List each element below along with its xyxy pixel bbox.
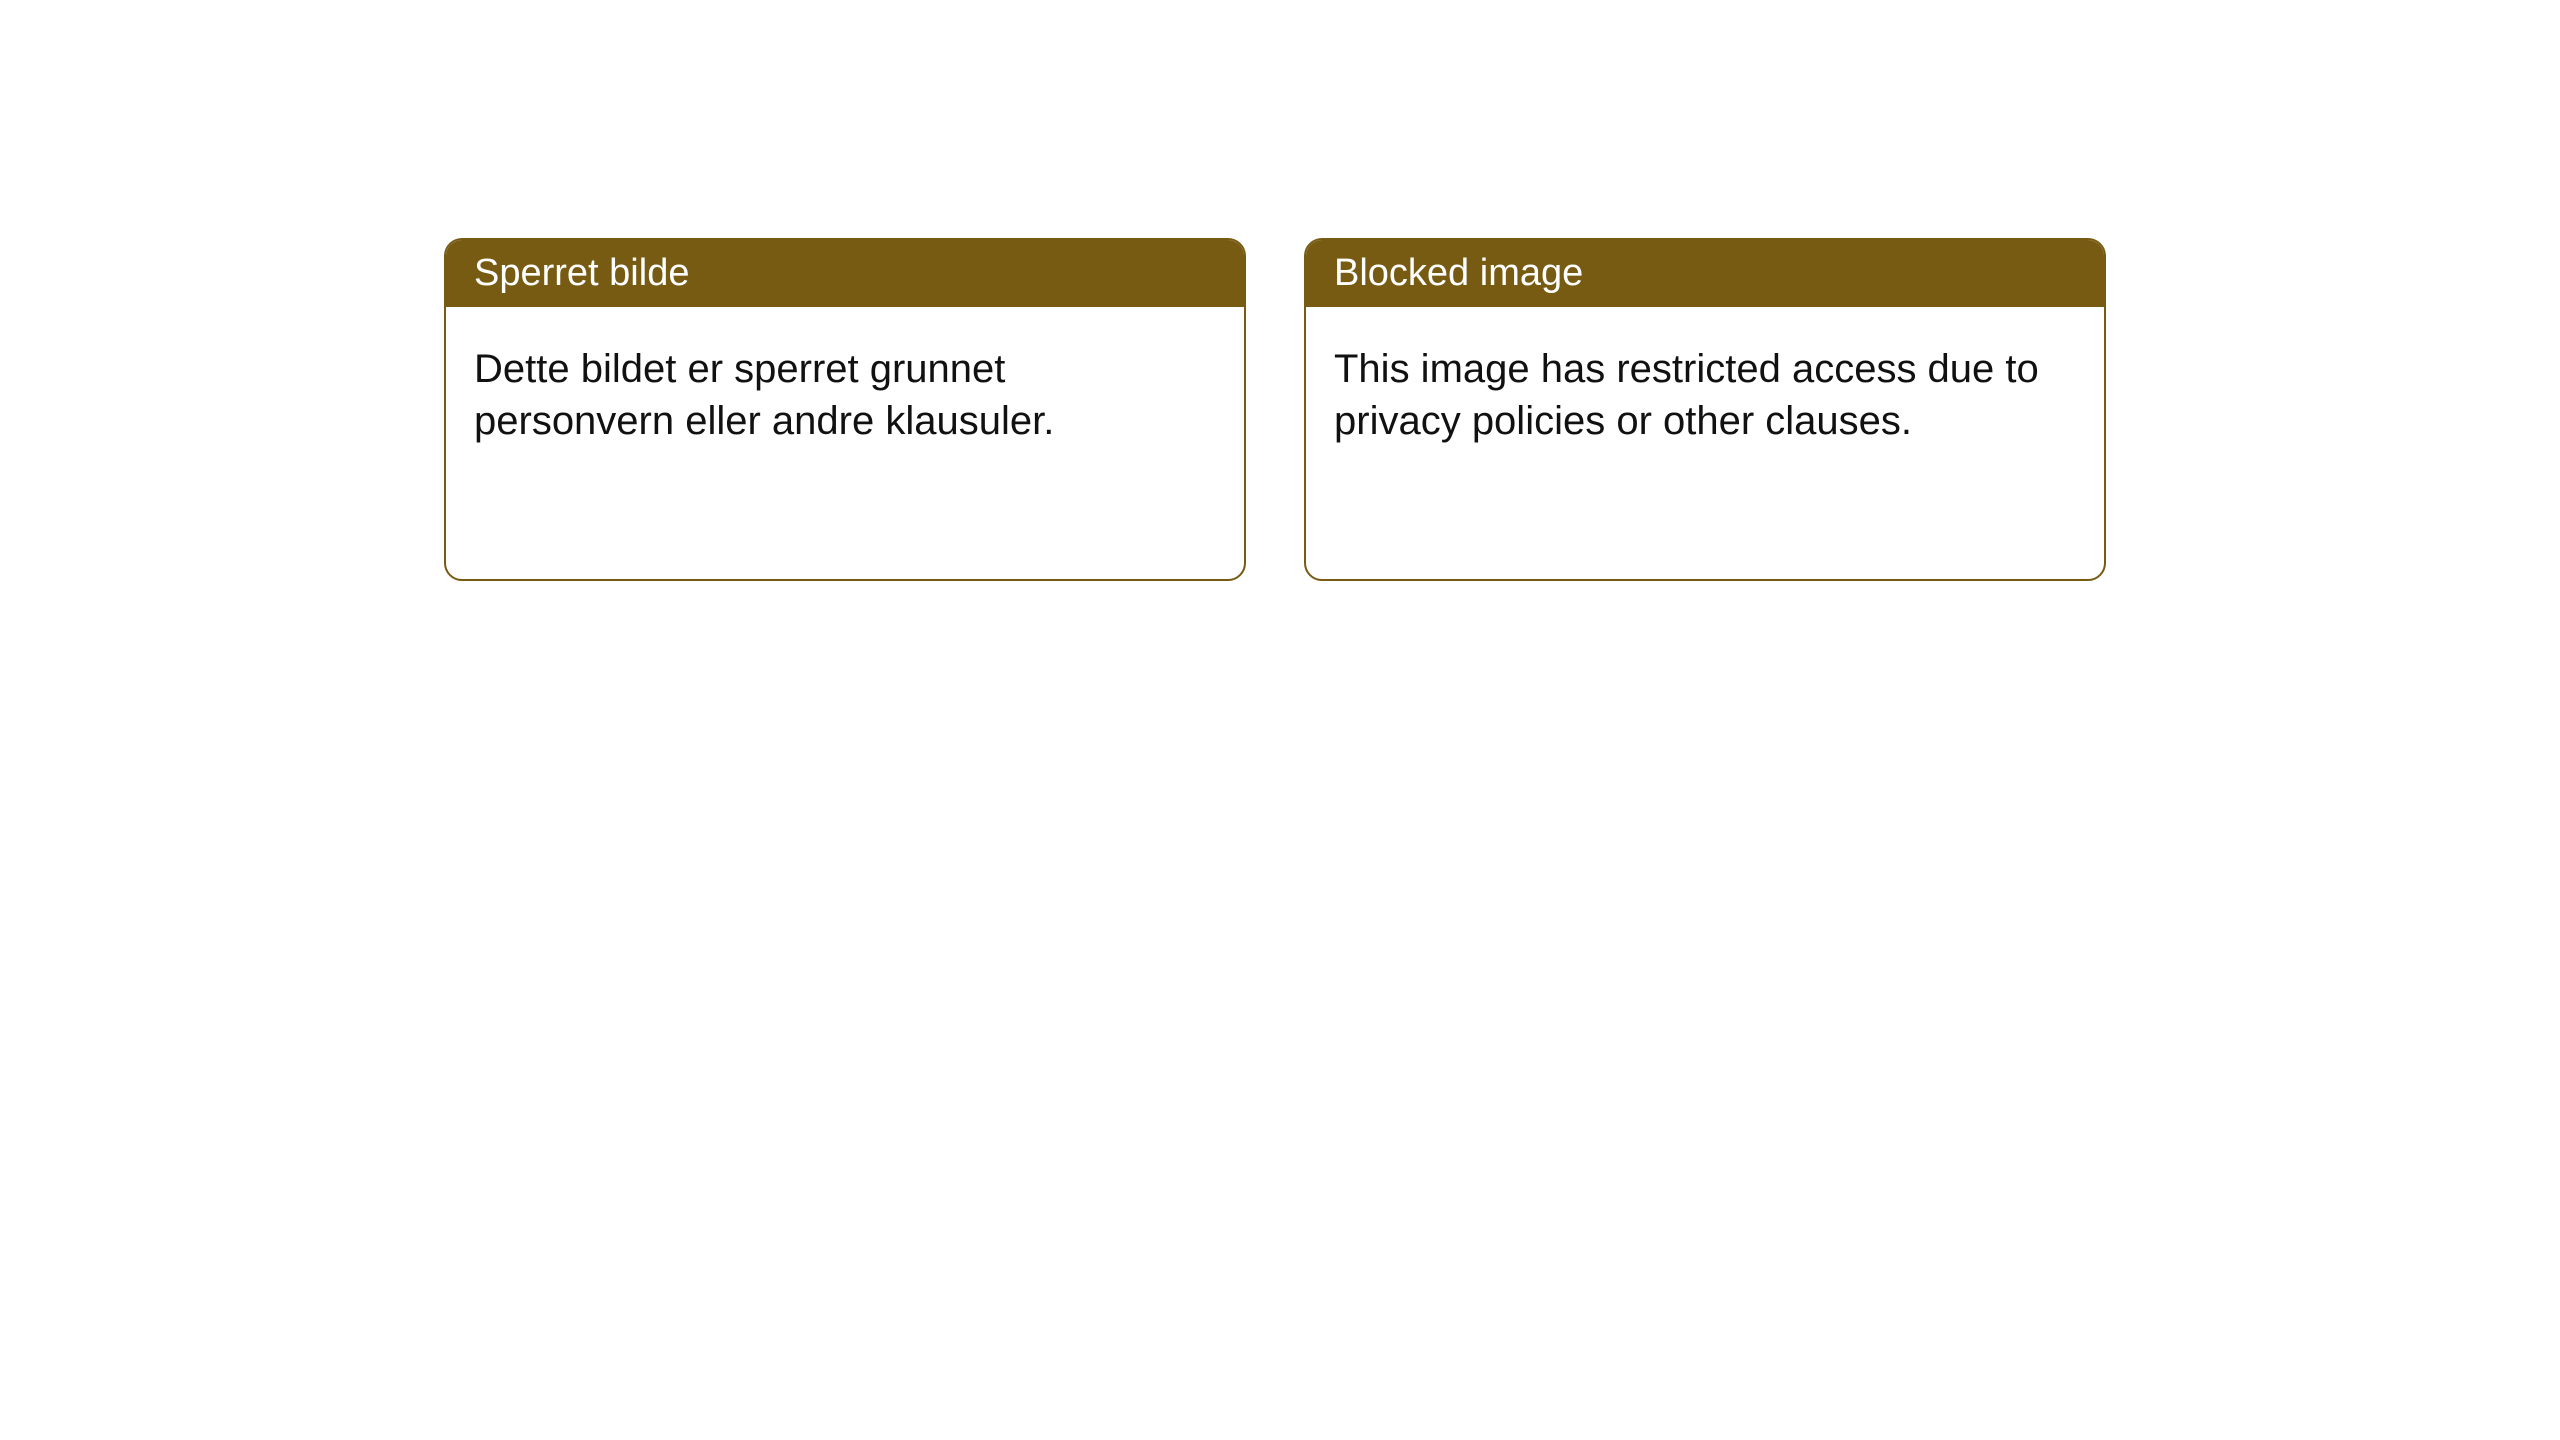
panel-title: Blocked image (1334, 252, 1583, 294)
panel-body: This image has restricted access due to … (1306, 307, 2104, 579)
panel-header: Sperret bilde (446, 240, 1244, 307)
blocked-image-panel-en: Blocked image This image has restricted … (1304, 238, 2106, 581)
panel-body: Dette bildet er sperret grunnet personve… (446, 307, 1244, 579)
panel-body-text: Dette bildet er sperret grunnet personve… (474, 347, 1054, 443)
panel-title: Sperret bilde (474, 252, 689, 294)
panel-body-text: This image has restricted access due to … (1334, 347, 2039, 443)
panel-header: Blocked image (1306, 240, 2104, 307)
panel-container: Sperret bilde Dette bildet er sperret gr… (0, 0, 2560, 581)
blocked-image-panel-no: Sperret bilde Dette bildet er sperret gr… (444, 238, 1246, 581)
